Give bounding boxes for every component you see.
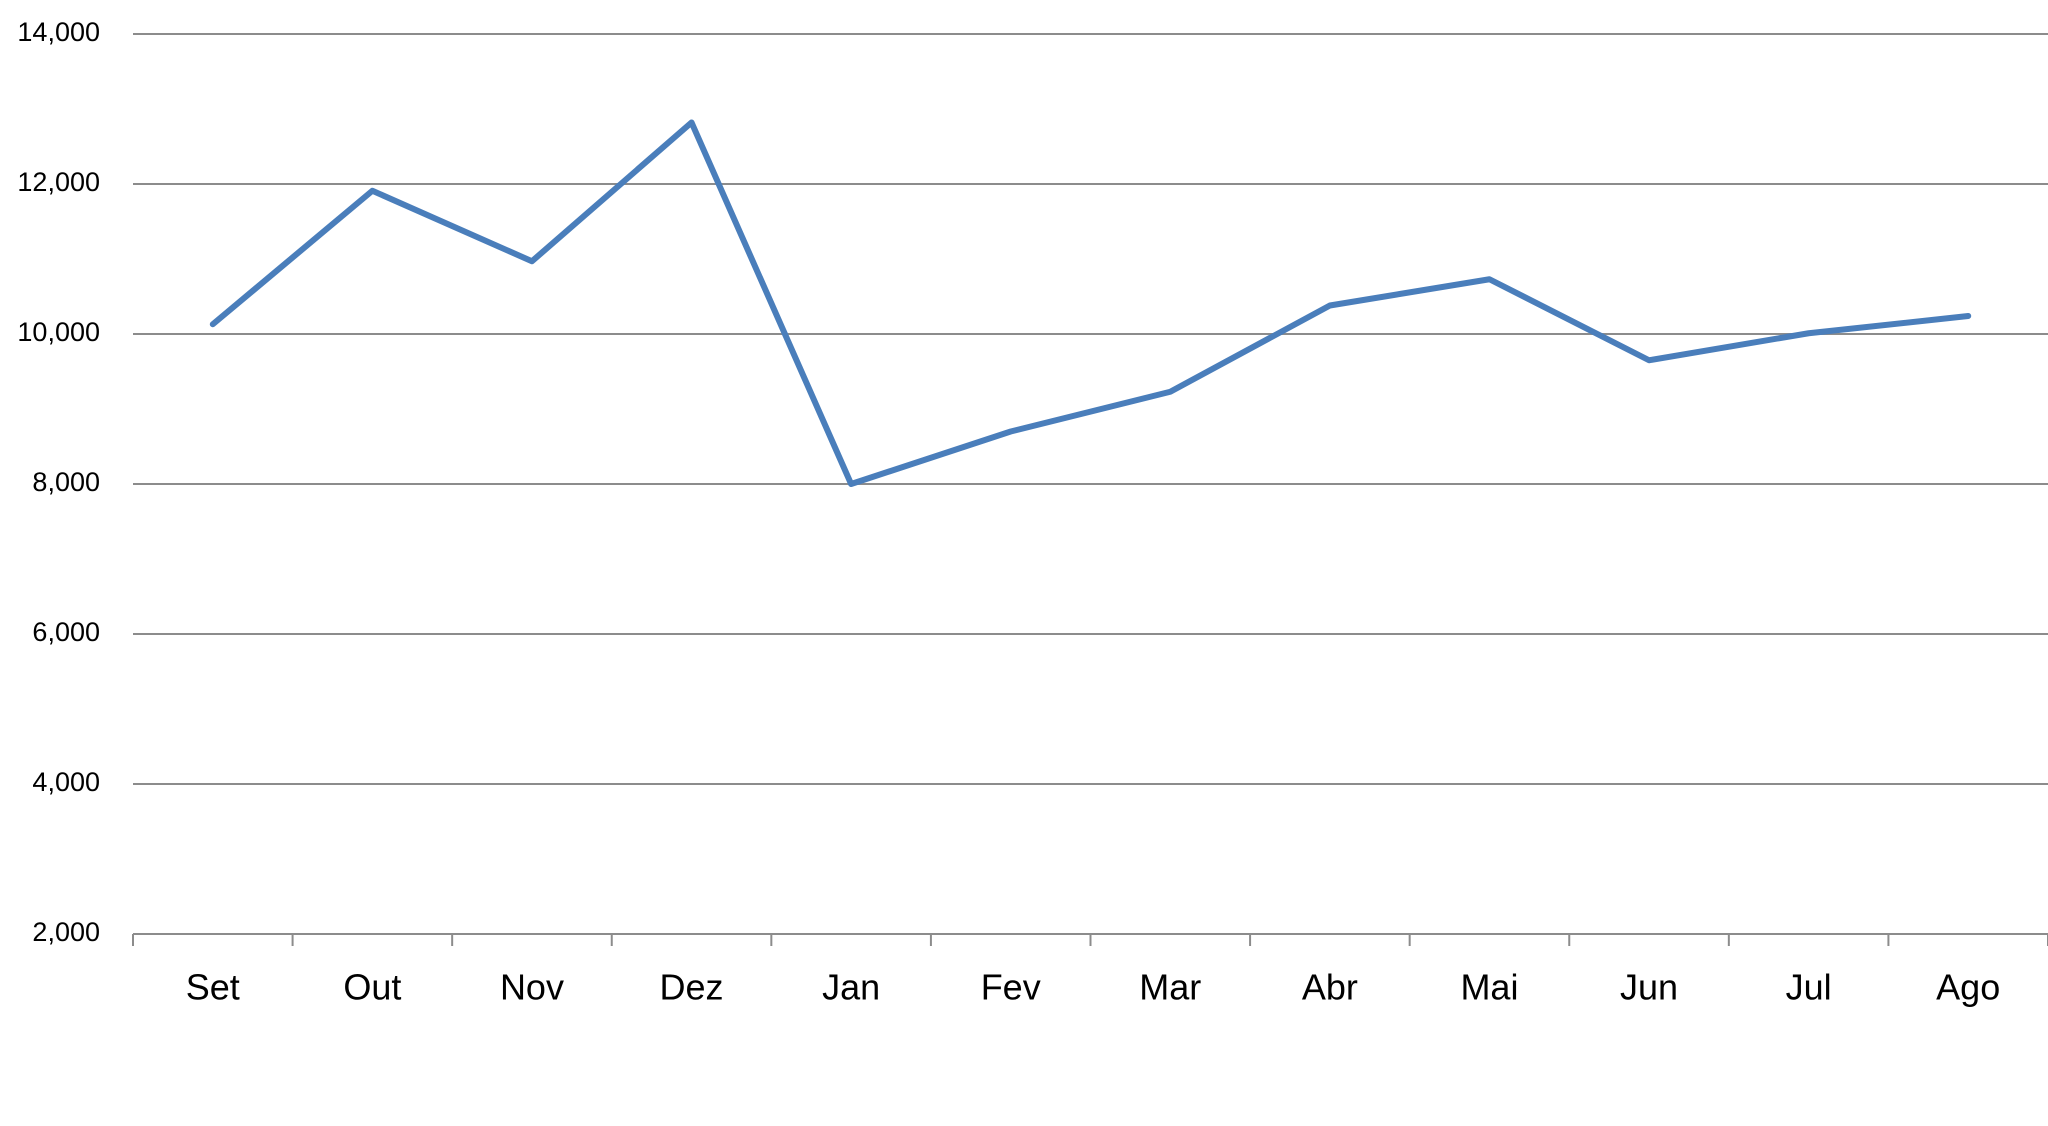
y-tick-label: 4,000 xyxy=(32,767,100,797)
y-tick-label: 10,000 xyxy=(17,317,100,347)
x-tick-label: Jan xyxy=(822,967,880,1008)
x-tick-label: Nov xyxy=(500,967,564,1008)
data-line xyxy=(209,119,1972,487)
x-tick-label: Fev xyxy=(981,967,1041,1008)
y-tick-label: 2,000 xyxy=(32,917,100,947)
y-tick-label: 8,000 xyxy=(32,467,100,497)
y-tick-label: 14,000 xyxy=(17,17,100,47)
x-tick-label: Dez xyxy=(660,967,724,1008)
x-tick-label: Jun xyxy=(1620,967,1678,1008)
x-tick-label: Jul xyxy=(1786,967,1832,1008)
x-tick-label: Abr xyxy=(1302,967,1358,1008)
x-tick-label: Mai xyxy=(1460,967,1518,1008)
y-tick-label: 6,000 xyxy=(32,617,100,647)
x-tick-label: Out xyxy=(343,967,401,1008)
x-tick-label: Set xyxy=(186,967,240,1008)
x-tick-label: Mar xyxy=(1139,967,1201,1008)
x-tick-label: Ago xyxy=(1936,967,2000,1008)
y-tick-label: 12,000 xyxy=(17,167,100,197)
